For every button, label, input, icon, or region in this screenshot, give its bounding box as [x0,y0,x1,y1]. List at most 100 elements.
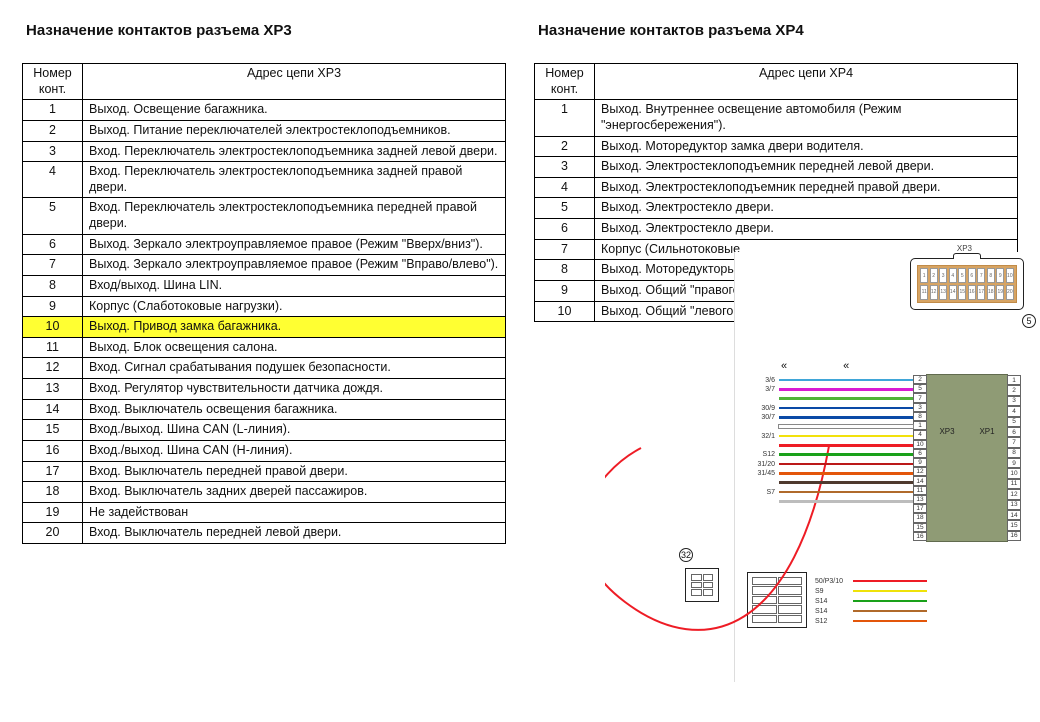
ecu-port: 18 [913,513,927,522]
mini-connector-2 [747,572,807,628]
pin-description: Выход. Электростекло двери. [595,219,1018,240]
connector-pin: 19 [996,285,1004,300]
connector-pin: 13 [939,285,947,300]
pin-description: Выход. Внутреннее освещение автомобиля (… [595,100,1018,136]
table-row: 8Вход/выход. Шина LIN. [23,275,506,296]
pin-description: Выход. Моторедуктор замка двери водителя… [595,136,1018,157]
connector-pin: 9 [996,268,1004,283]
pin-number: 4 [23,162,83,198]
pin-description: Выход. Электростекло двери. [595,198,1018,219]
pin-number: 2 [23,120,83,141]
ecu-port: 6 [913,449,927,458]
table-row: 12Вход. Сигнал срабатывания подушек безо… [23,358,506,379]
pin-description: Вход. Выключатель освещения багажника. [83,399,506,420]
xp3-col-addr: Адрес цепи XP3 [83,64,506,100]
mini-connector-1 [685,568,719,602]
table-row: 5Выход. Электростекло двери. [535,198,1018,219]
xp4-title: Назначение контактов разъема XP4 [538,22,1018,39]
table-row: 2Выход. Питание переключателей электрост… [23,120,506,141]
ecu-port: 10 [913,440,927,449]
wire-label: S7 [735,489,775,496]
pin-description: Вход./выход. Шина CAN (L-линия). [83,420,506,441]
wire-label: S12 [815,618,865,625]
table-row: 17Вход. Выключатель передней правой двер… [23,461,506,482]
ecu-port: 1 [1007,375,1021,385]
pin-description: Выход. Зеркало электроуправляемое правое… [83,234,506,255]
table-row: 3Вход. Переключатель электростеклоподъем… [23,141,506,162]
pin-number: 6 [535,219,595,240]
ecu-port: 4 [1007,406,1021,416]
ecu-port: 13 [913,495,927,504]
pin-description: Вход. Переключатель электростеклоподъемн… [83,162,506,198]
connector-pin: 14 [949,285,957,300]
table-row: 20Вход. Выключатель передней левой двери… [23,523,506,544]
ecu-port: 9 [913,458,927,467]
table-row: 19Не задействован [23,502,506,523]
pin-number: 14 [23,399,83,420]
connector-pin: 1 [920,268,928,283]
connector-pin: 12 [930,285,938,300]
pin-description: Выход. Питание переключателей электросте… [83,120,506,141]
table-row: 4Выход. Электростеклоподъемник передней … [535,177,1018,198]
pin-number: 4 [535,177,595,198]
pin-number: 5 [535,198,595,219]
ecu-port: 3 [913,403,927,412]
wire: S14 [809,596,927,606]
wire-label: S9 [815,588,865,595]
wire: S9 [809,586,927,596]
pin-number: 3 [23,141,83,162]
ecu-port: 3 [1007,396,1021,406]
ecu-label-xp1: XP1 [979,427,994,436]
wire-label: 32/1 [735,433,775,440]
pin-description: Выход. Электростеклоподъемник передней п… [595,177,1018,198]
connector-pin: 6 [968,268,976,283]
connector-pin: 8 [987,268,995,283]
table-row: 2Выход. Моторедуктор замка двери водител… [535,136,1018,157]
xp3-col-num: Номер конт. [23,64,83,100]
ecu-port: 11 [913,486,927,495]
table-row: 3Выход. Электростеклоподъемник передней … [535,157,1018,178]
ecu-port: 4 [913,430,927,439]
connector-pin: 4 [949,268,957,283]
ecu-port: 6 [1007,427,1021,437]
wiring-diagram: XP3 1234567891011121314151617181920 5 25… [734,252,1034,682]
pin-number: 1 [535,100,595,136]
connector-pin: 11 [920,285,928,300]
ecu-port: 16 [913,532,927,541]
pin-description: Вход. Выключатель передней правой двери. [83,461,506,482]
ecu-port: 17 [913,504,927,513]
table-row: 5Вход. Переключатель электростеклоподъем… [23,198,506,234]
pin-number: 5 [23,198,83,234]
ecu-label-xp3: XP3 [939,427,954,436]
wire-label: S12 [735,451,775,458]
pin-description: Вход./выход. Шина CAN (H-линия). [83,440,506,461]
table-row: 4Вход. Переключатель электростеклоподъем… [23,162,506,198]
ecu-port: 7 [1007,437,1021,447]
wire: S12 [809,616,927,626]
table-row: 15Вход./выход. Шина CAN (L-линия). [23,420,506,441]
pin-description: Выход. Электростеклоподъемник передней л… [595,157,1018,178]
ecu-port: 16 [1007,531,1021,541]
connector-pin: 3 [939,268,947,283]
wire-label: S14 [815,598,865,605]
table-row: 9Корпус (Слаботоковые нагрузки). [23,296,506,317]
ecu-port: 2 [913,375,927,384]
pin-number: 3 [535,157,595,178]
pin-number: 19 [23,502,83,523]
xp3-table: Номер конт. Адрес цепи XP3 1Выход. Освещ… [22,63,506,544]
ecu-port: 11 [1007,479,1021,489]
pin-description: Корпус (Слаботоковые нагрузки). [83,296,506,317]
connector-pin: 15 [958,285,966,300]
table-row: 16Вход./выход. Шина CAN (H-линия). [23,440,506,461]
ecu-port: 5 [913,384,927,393]
pin-description: Вход. Переключатель электростеклоподъемн… [83,141,506,162]
pin-description: Вход. Выключатель задних дверей пассажир… [83,482,506,503]
pin-number: 9 [535,280,595,301]
pin-number: 8 [535,260,595,281]
pin-number: 8 [23,275,83,296]
ecu-block: 257381410691214111317181516 123456789101… [926,374,1008,542]
pin-description: Вход. Регулятор чувствительности датчика… [83,379,506,400]
connector-pin: 20 [1006,285,1014,300]
pin-number: 9 [23,296,83,317]
ecu-port: 14 [1007,510,1021,520]
